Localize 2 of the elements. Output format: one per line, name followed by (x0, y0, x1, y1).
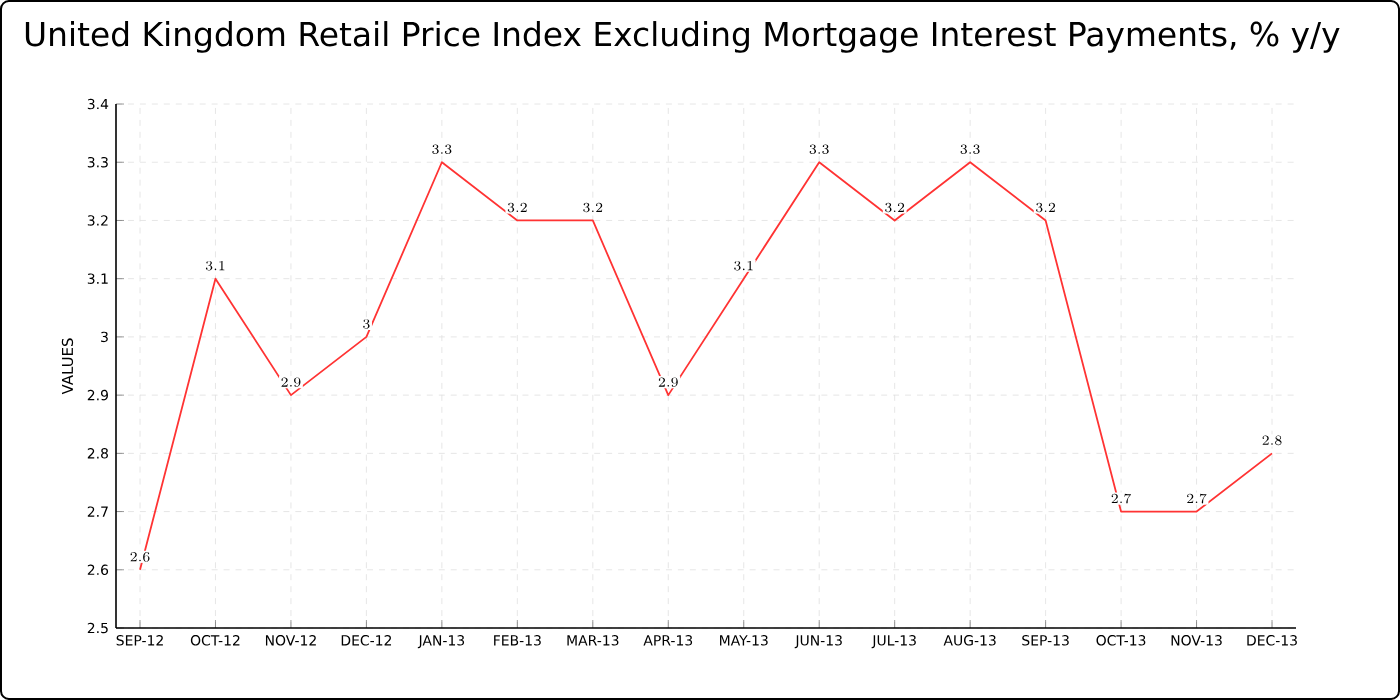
line-series (139, 161, 1273, 571)
chart-title: United Kingdom Retail Price Index Excluding Mortgage Interest Payments, % y/y (25, 21, 1340, 53)
